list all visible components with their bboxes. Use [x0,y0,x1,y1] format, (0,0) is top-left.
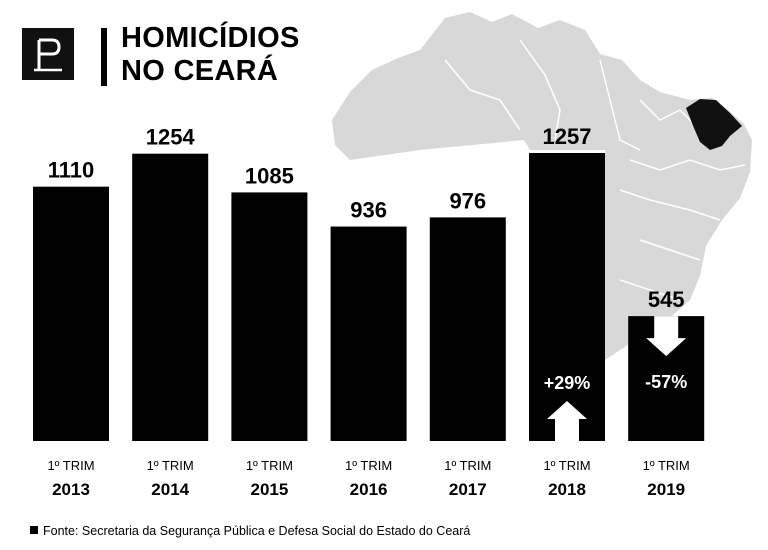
title-line-1: HOMICÍDIOS [121,22,300,54]
bar-2013 [33,186,109,441]
value-label-2018: 1257 [543,124,592,149]
year-label-2016: 2016 [350,480,388,499]
period-label-2018: 1º TRIM [543,458,590,473]
period-label-2019: 1º TRIM [643,458,690,473]
year-label-2013: 2013 [52,480,90,499]
year-label-2014: 2014 [151,480,189,499]
period-label-2013: 1º TRIM [47,458,94,473]
bar-2014 [132,153,209,441]
period-label-2016: 1º TRIM [345,458,392,473]
value-label-2016: 936 [350,198,387,223]
value-label-2017: 976 [449,188,486,213]
value-label-2019: 545 [648,287,685,312]
value-label-2014: 1254 [146,125,196,150]
title-accent-bar [101,28,107,86]
year-label-2017: 2017 [449,480,487,499]
change-label-2018: +29% [544,373,591,393]
bar-2017 [429,217,506,441]
year-label-2015: 2015 [250,480,288,499]
value-label-2013: 1110 [48,158,95,183]
source-note: Fonte: Secretaria da Segurança Pública e… [30,524,470,538]
title-line-2: NO CEARÁ [121,55,279,87]
bar-2015 [231,192,308,441]
value-label-2015: 1085 [245,163,294,188]
newspaper-logo [22,28,74,80]
bar-2018 [529,153,605,441]
period-label-2014: 1º TRIM [147,458,194,473]
year-label-2019: 2019 [647,480,685,499]
ceara-state [686,99,742,150]
source-text: Fonte: Secretaria da Segurança Pública e… [43,524,471,538]
page-title: HOMICÍDIOS NO CEARÁ [121,22,300,88]
arrow-down-icon [646,316,687,357]
change-label-2019: -57% [645,372,687,392]
brazil-map-outline [332,12,752,360]
arrow-up-icon [547,401,587,441]
year-label-2018: 2018 [548,480,586,499]
period-label-2017: 1º TRIM [444,458,491,473]
bullet-square-icon [30,526,38,534]
logo-mark-icon [34,38,62,72]
bar-2016 [330,226,407,441]
period-label-2015: 1º TRIM [246,458,293,473]
brazil-state-borders [444,39,746,301]
